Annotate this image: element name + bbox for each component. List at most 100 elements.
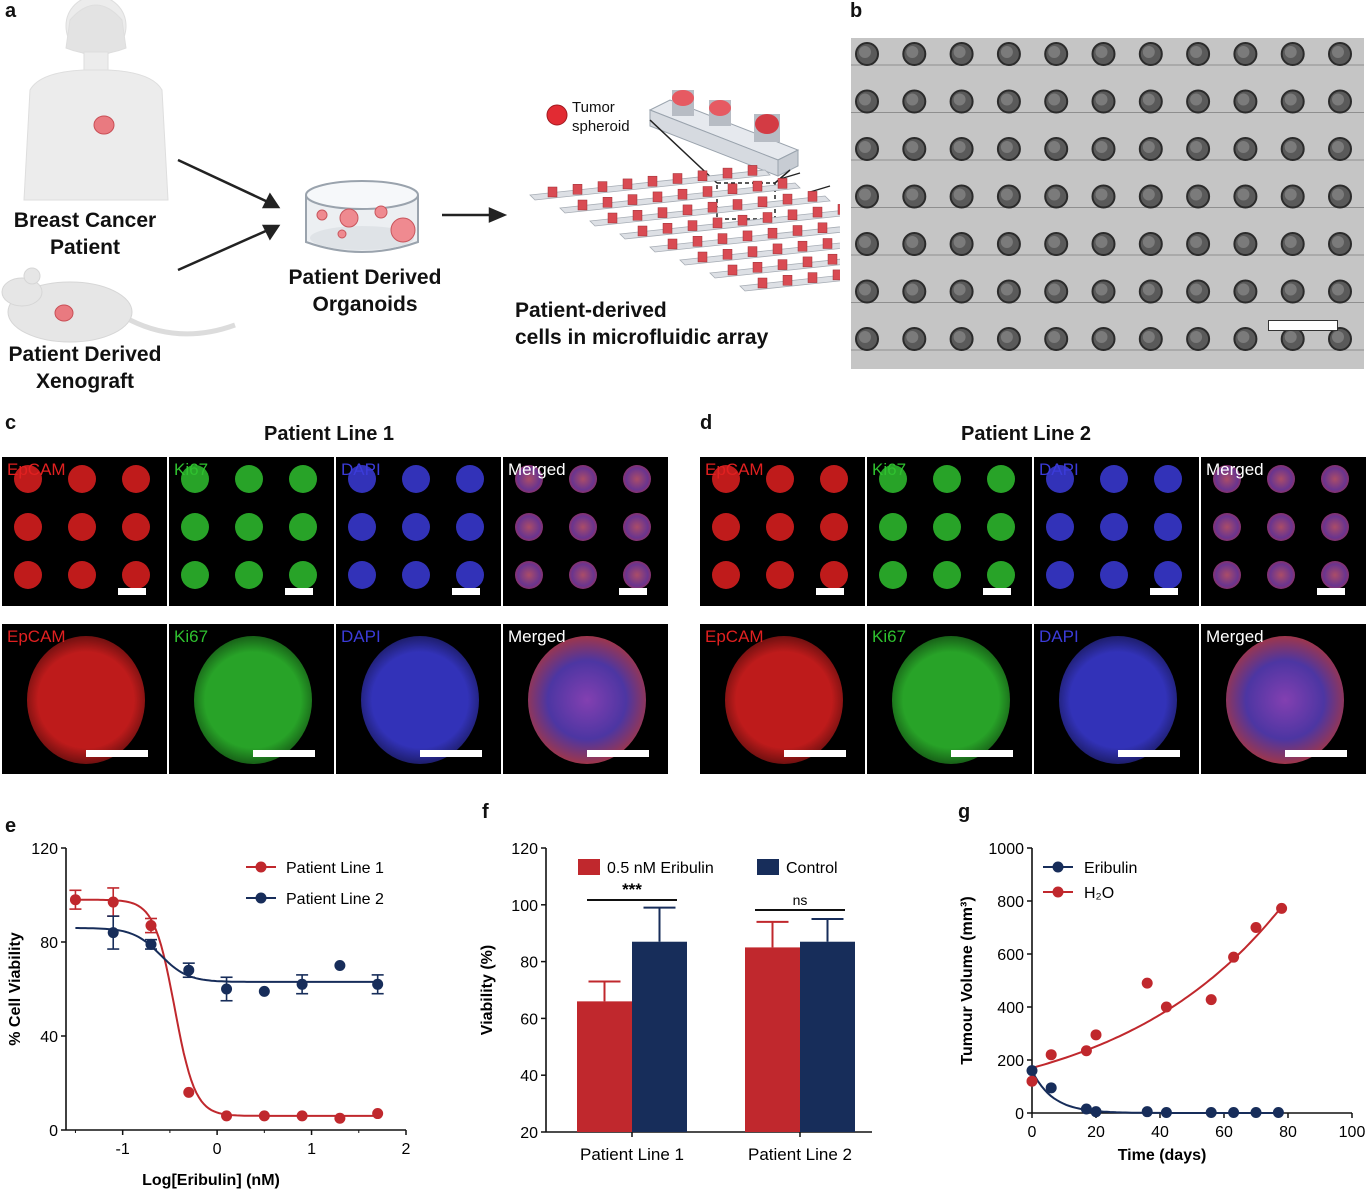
- spheroid: [1000, 236, 1013, 248]
- spheroid: [1284, 283, 1297, 296]
- y-tick-label: 120: [511, 841, 538, 858]
- spheroid: [1190, 188, 1203, 201]
- legend-label: Patient Line 2: [286, 891, 384, 908]
- channel-label: DAPI: [1039, 627, 1079, 646]
- spheroid: [953, 236, 966, 248]
- array-well: [712, 217, 723, 229]
- y-tick-label: 1000: [988, 841, 1024, 858]
- organoid-closeup: [1226, 636, 1344, 764]
- scale-bar: [1118, 750, 1180, 757]
- array-well: [742, 230, 753, 242]
- data-point: [107, 896, 119, 908]
- array-well: [637, 225, 648, 237]
- organoid-spot: [1046, 561, 1074, 589]
- data-point: [107, 927, 119, 939]
- bar: [577, 1001, 632, 1132]
- spheroid: [1142, 331, 1155, 343]
- organoid-spot: [1046, 465, 1074, 493]
- y-axis-label: Tumour Volume (mm³): [959, 896, 976, 1064]
- spheroid: [1142, 236, 1155, 248]
- scale-bar: [1150, 588, 1178, 595]
- organoid-spot: [235, 465, 263, 493]
- panel-label-a: a: [5, 0, 17, 22]
- array-well: [707, 201, 718, 213]
- spheroid: [1284, 188, 1297, 201]
- micrograph-line2-merged-bottom: Merged: [1201, 624, 1366, 774]
- bar: [800, 941, 855, 1132]
- array-well: [667, 238, 678, 250]
- array-well: [597, 181, 608, 192]
- micrograph-line2-ki67-top: Ki67: [867, 457, 1032, 606]
- spheroid: [1048, 283, 1061, 296]
- flow-arrow: [809, 185, 831, 193]
- organoid-spot: [348, 561, 376, 589]
- organoid-spot: [712, 561, 740, 589]
- channel-label: DAPI: [341, 460, 381, 479]
- organoid-spot: [348, 465, 376, 493]
- x-axis-label: Time (days): [1118, 1147, 1207, 1164]
- spheroid: [1095, 331, 1108, 343]
- micrograph-line1-epcam-top: EpCAM: [2, 457, 167, 606]
- channel-label: EpCAM: [7, 627, 66, 646]
- spheroid: [1284, 93, 1297, 106]
- x-tick-label: 100: [1339, 1124, 1366, 1141]
- array-well: [652, 191, 663, 203]
- y-tick-label: 200: [997, 1053, 1024, 1070]
- array-well: [787, 209, 798, 221]
- zoom-inset: [648, 90, 800, 220]
- organoid-spot: [987, 465, 1015, 493]
- micrograph-line1-dapi-top: DAPI: [336, 457, 501, 606]
- array-well: [802, 256, 813, 268]
- spheroid: [906, 236, 919, 248]
- data-point: [1272, 1106, 1284, 1118]
- x-tick-label: 1: [307, 1141, 316, 1158]
- data-point: [258, 985, 270, 997]
- data-point: [1080, 1045, 1092, 1057]
- data-point: [296, 978, 308, 990]
- organoid-spot: [1321, 465, 1349, 493]
- legend-marker: [1052, 886, 1064, 898]
- spheroid: [1095, 188, 1108, 201]
- data-point: [334, 960, 346, 971]
- array-well: [702, 186, 713, 197]
- organoid-spot: [1267, 513, 1295, 541]
- y-axis-label: % Cell Viability: [7, 932, 24, 1046]
- data-point: [372, 1108, 384, 1120]
- spheroid: [1048, 236, 1061, 248]
- organoid-spot: [879, 513, 907, 541]
- array-well: [747, 165, 758, 176]
- organoid-spot: [879, 465, 907, 493]
- array-well: [757, 196, 768, 208]
- data-point: [221, 1110, 233, 1122]
- x-tick-label: 2: [402, 1141, 411, 1158]
- spheroid: [953, 46, 966, 58]
- organoid-spot: [456, 465, 484, 493]
- array-well: [607, 212, 618, 224]
- xenograft-label: Patient Derived Xenograft: [8, 343, 162, 393]
- chart-e-dose-response: 0 40 80 120 -1 0 1 2 Log[Eribulin] (nM) % Cell Vi…: [7, 841, 411, 1189]
- micrograph-line1-ki67-top: Ki67: [169, 457, 334, 606]
- organoid-spot: [569, 561, 597, 589]
- spheroid: [1048, 188, 1061, 201]
- scale-bar: [784, 750, 846, 757]
- spheroid: [953, 93, 966, 106]
- array-well: [547, 186, 558, 198]
- scale-bar: [420, 750, 482, 757]
- organoid-spot: [766, 561, 794, 589]
- organoid-spot: [1046, 513, 1074, 541]
- panel-c-title: Patient Line 1: [264, 423, 395, 445]
- spheroid: [1237, 331, 1250, 343]
- legend-swatch: [757, 859, 779, 875]
- scale-bar: [1317, 588, 1345, 595]
- array-well: [672, 173, 683, 184]
- organoid-spot: [879, 561, 907, 589]
- spheroid: [859, 283, 871, 296]
- micrograph-line1-ki67-bottom: Ki67: [169, 624, 334, 774]
- spheroid: [859, 236, 871, 248]
- array-well: [697, 170, 708, 182]
- array-well: [807, 191, 818, 202]
- spheroid: [1000, 141, 1013, 153]
- spheroid: [1142, 188, 1155, 201]
- micrograph-line1-epcam-bottom: EpCAM: [2, 624, 167, 774]
- organoid-spot: [289, 465, 317, 493]
